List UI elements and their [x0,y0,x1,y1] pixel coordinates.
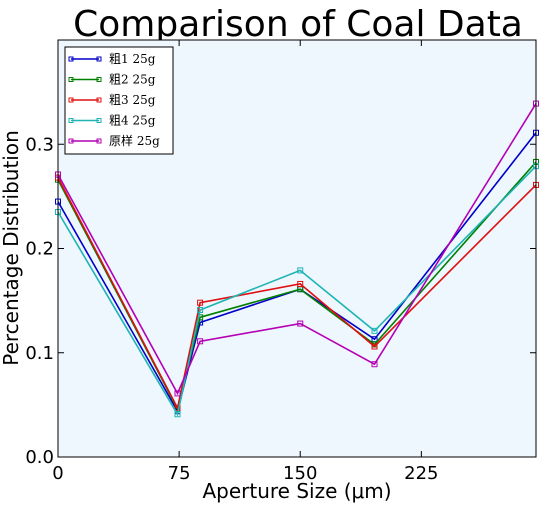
legend-label: 粗4 25g [109,114,156,128]
y-tick-label: 0.0 [25,447,54,468]
data-point [174,405,181,412]
legend-label: 原样 25g [109,133,160,148]
y-tick-label: 0.3 [25,134,54,155]
legend: 粗1 25g 粗2 25g 粗3 25g 粗4 25g 原样 25g [64,46,174,155]
data-point [174,411,181,418]
x-tick-label: 75 [168,463,191,484]
legend-marker [68,138,74,144]
x-tick-label: 150 [283,463,317,484]
legend-marker [68,97,74,103]
legend-marker [96,97,102,103]
legend-marker [68,118,74,123]
series-line [57,165,537,417]
legend-item: 粗1 25g [68,52,156,66]
legend-item: 粗2 25g [68,73,156,87]
series-line [57,103,537,396]
legend-label: 粗2 25g [109,73,156,87]
y-tick-label: 0.1 [25,343,54,364]
legend-marker [96,138,102,144]
data-point [371,343,378,350]
data-point [174,390,181,397]
series-line [57,132,537,414]
data-point [197,307,204,314]
legend-marker [68,77,74,82]
legend-marker [68,56,74,62]
x-axis-label: Aperture Size (μm) [202,479,391,503]
data-point [197,338,204,345]
legend-marker [96,56,102,62]
legend-label: 粗1 25g [109,52,156,66]
y-axis-label: Percentage Distribution [0,130,23,366]
x-tick-label: 0 [52,463,63,484]
x-tick-label: 225 [404,463,438,484]
legend-label: 粗3 25g [109,93,156,107]
legend-item: 粗4 25g [68,114,156,128]
data-point [371,327,378,334]
data-point [371,361,378,368]
data-point [297,320,304,327]
ticks-layer: 0 75 150 225 0.0 0.1 0.2 0.3 [25,40,536,484]
legend-item: 粗3 25g [68,93,156,107]
data-point [297,267,304,274]
chart-title: Comparison of Coal Data [73,4,523,45]
data-point [297,280,304,287]
legend-item: 原样 25g [68,133,160,148]
legend-marker [96,77,102,82]
data-point [197,299,204,306]
legend-marker [96,118,102,123]
y-tick-label: 0.2 [25,239,54,260]
